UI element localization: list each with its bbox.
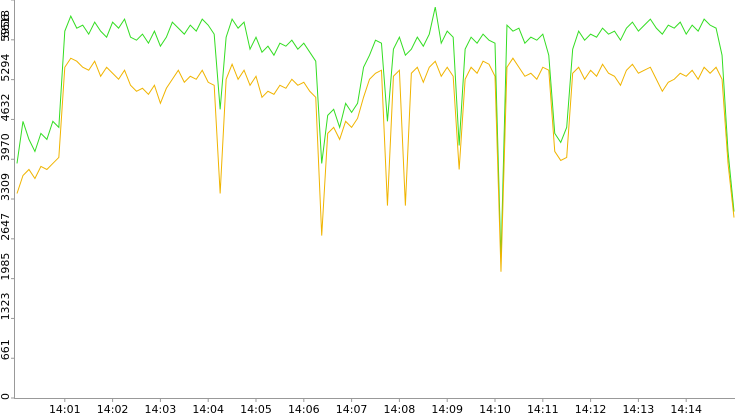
y-tick-label: 2647 (0, 213, 12, 241)
x-tick-label: 14:11 (527, 403, 559, 415)
x-tick-label: 14:06 (288, 403, 320, 415)
x-tick-label: 14:03 (145, 403, 177, 415)
y-tick-label: 6618 (0, 10, 12, 38)
x-tick-label: 14:02 (97, 403, 129, 415)
x-tick-label: 14:14 (670, 403, 702, 415)
x-tick-label: 14:07 (336, 403, 368, 415)
y-tick-label: 0 (0, 393, 12, 400)
y-tick-label: 3970 (0, 133, 12, 161)
y-tick-label: 5294 (0, 54, 12, 82)
x-tick-label: 14:09 (431, 403, 463, 415)
x-tick-label: 14:04 (192, 403, 224, 415)
x-tick-label: 14:01 (49, 403, 81, 415)
y-tick-label: 3309 (0, 173, 12, 201)
y-tick-label: 5956 (0, 14, 12, 42)
x-tick-label: 14:12 (575, 403, 607, 415)
x-tick-label: 14:10 (479, 403, 511, 415)
y-tick-label: 1985 (0, 253, 12, 281)
x-tick-label: 14:08 (384, 403, 416, 415)
y-tick-label: 4632 (0, 93, 12, 121)
series-line (16, 6, 735, 260)
x-tick-label: 14:13 (623, 403, 655, 415)
y-tick-label: 1323 (0, 292, 12, 320)
y-tick-label: 661 (0, 339, 12, 360)
x-tick-label: 14:05 (240, 403, 272, 415)
series-line (16, 57, 735, 272)
